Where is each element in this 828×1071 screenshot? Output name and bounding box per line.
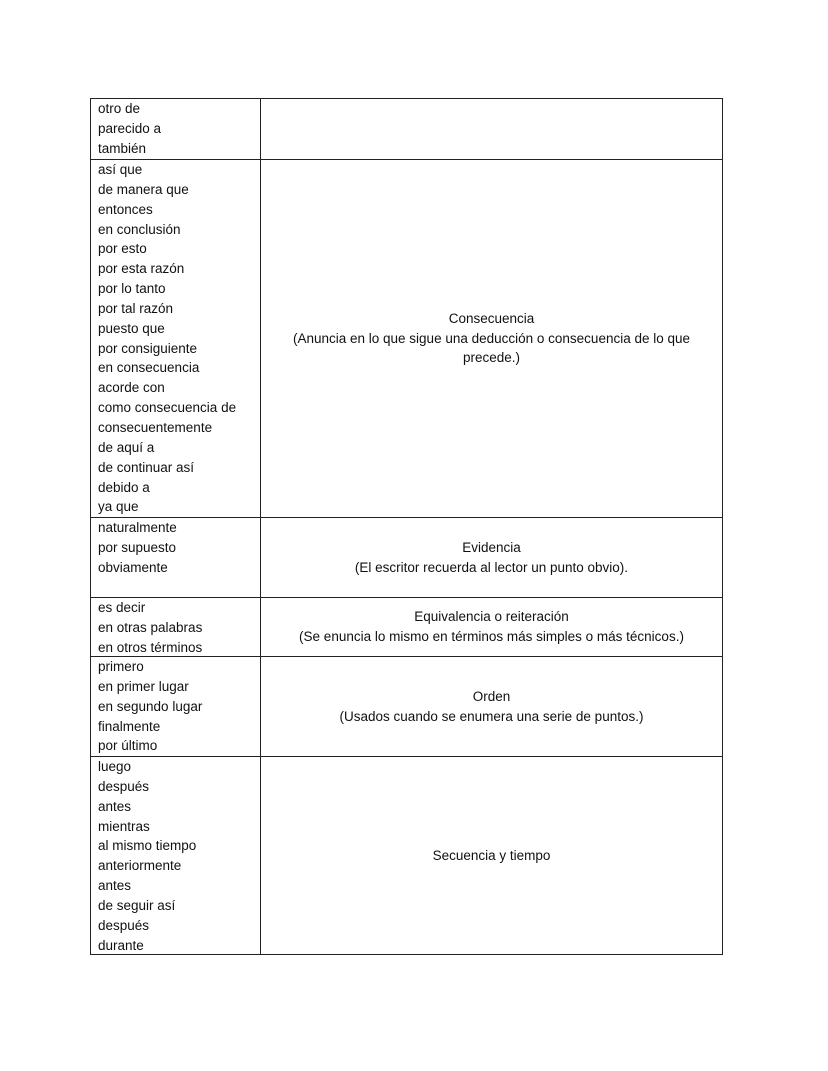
category-title: Consecuencia <box>448 310 535 326</box>
connector-term: finalmente <box>98 718 161 734</box>
table-row: así que de manera que entonces en conclusió… <box>91 159 722 517</box>
connector-term: por esto <box>98 241 147 257</box>
connector-term: por supuesto <box>98 539 177 555</box>
category-cell <box>261 99 722 159</box>
connector-term: ya que <box>98 499 139 515</box>
connector-term: durante <box>98 937 144 953</box>
connector-term: por consiguiente <box>98 340 198 356</box>
connector-term: parecido a <box>98 120 162 136</box>
category-description: (Anuncia en lo que sigue una deducción o… <box>292 330 691 366</box>
connector-term: antes <box>98 798 132 814</box>
connector-term: obviamente <box>98 559 168 575</box>
connector-term: otro de <box>98 101 141 116</box>
connector-term: después <box>98 778 150 794</box>
connector-term: de seguir así <box>98 897 176 913</box>
connector-term: como consecuencia de <box>98 400 237 416</box>
connector-term: también <box>98 140 147 156</box>
connector-term: por tal razón <box>98 300 174 316</box>
connectors-table: otro de parecido a también así que de manera… <box>90 98 723 955</box>
connector-term: por esta razón <box>98 261 185 277</box>
category-cell: Orden (Usados cuando se enumera una serie… <box>261 657 722 756</box>
connector-term: mientras <box>98 818 150 834</box>
connector-term: consecuentemente <box>98 419 213 435</box>
connector-term: por lo tanto <box>98 281 166 297</box>
connector-term: después <box>98 917 150 933</box>
connector-term: debido a <box>98 479 150 495</box>
connector-terms-cell: primero en primer lugar en segundo lugar fi… <box>91 657 261 756</box>
connector-terms-cell: otro de parecido a también <box>91 99 261 159</box>
connector-terms-cell: luego después antes mientras al mismo tiempo… <box>91 757 261 954</box>
category-title: Secuencia y tiempo <box>432 847 551 863</box>
connector-term: acorde con <box>98 380 165 396</box>
category-description: (Se enuncia lo mismo en términos más sim… <box>299 629 684 644</box>
connector-term: así que <box>98 162 143 177</box>
category-cell: Secuencia y tiempo <box>261 757 722 954</box>
connector-term: es decir <box>98 600 146 615</box>
connector-term: naturalmente <box>98 520 177 535</box>
connector-term: luego <box>98 759 132 774</box>
connector-term: por último <box>98 738 158 754</box>
category-title: Evidencia <box>462 540 521 556</box>
connector-terms-cell: es decir en otras palabras en otros términ… <box>91 598 261 656</box>
table-row: naturalmente por supuesto obviamente Eviden… <box>91 517 722 597</box>
connector-terms-cell: naturalmente por supuesto obviamente <box>91 518 261 597</box>
table-row: otro de parecido a también <box>91 99 722 159</box>
table-row: luego después antes mientras al mismo tiempo… <box>91 756 722 954</box>
table-row: es decir en otras palabras en otros términ… <box>91 597 722 656</box>
category-description: (Usados cuando se enumera una serie de p… <box>339 708 644 724</box>
connector-term: en consecuencia <box>98 360 200 376</box>
category-cell: Consecuencia (Anuncia en lo que sigue una… <box>261 160 722 517</box>
connector-term: entonces <box>98 201 153 217</box>
connector-term: antes <box>98 878 132 894</box>
category-title: Orden <box>472 688 511 704</box>
connector-term: de continuar así <box>98 459 195 475</box>
connector-term: al mismo tiempo <box>98 838 197 854</box>
connector-term: en otros términos <box>98 639 203 655</box>
connector-term: anteriormente <box>98 858 182 874</box>
category-title: Equivalencia o reiteración <box>414 609 569 625</box>
connector-term: de manera que <box>98 181 189 197</box>
connector-term: puesto que <box>98 320 165 336</box>
connector-term: primero <box>98 659 144 674</box>
category-description: (El escritor recuerda al lector un punto… <box>354 560 629 575</box>
connector-term: en primer lugar <box>98 678 189 694</box>
connector-terms-cell: así que de manera que entonces en conclusió… <box>91 160 261 517</box>
category-cell: Evidencia (El escritor recuerda al lector… <box>261 518 722 597</box>
connector-term: en segundo lugar <box>98 698 203 714</box>
connector-term: de aquí a <box>98 439 155 455</box>
connector-term: en conclusión <box>98 221 181 237</box>
connector-term: en otras palabras <box>98 619 203 635</box>
table-row: primero en primer lugar en segundo lugar fi… <box>91 656 722 756</box>
category-cell: Equivalencia o reiteración (Se enuncia lo… <box>261 598 722 656</box>
